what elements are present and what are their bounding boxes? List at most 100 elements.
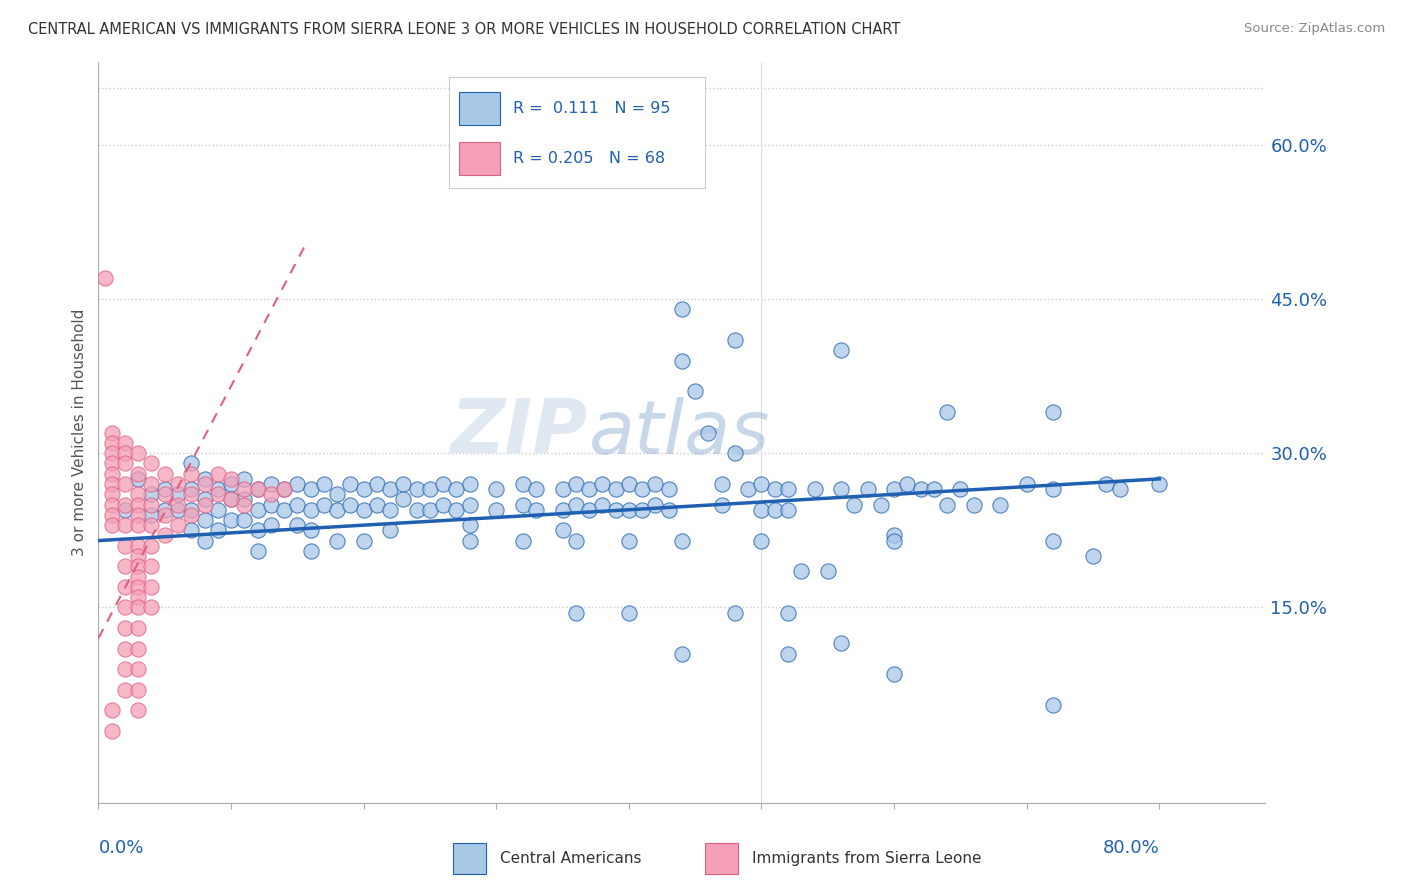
Point xyxy=(127,580,149,594)
Point xyxy=(617,606,640,620)
Point xyxy=(100,446,122,460)
Point xyxy=(551,502,574,516)
Point xyxy=(127,590,149,604)
Point xyxy=(1081,549,1104,563)
Point xyxy=(233,472,256,486)
Point xyxy=(883,533,905,548)
Point xyxy=(114,539,136,553)
Point xyxy=(114,457,136,471)
Point xyxy=(207,502,229,516)
Point xyxy=(405,482,427,496)
Point xyxy=(644,477,666,491)
Point xyxy=(776,606,799,620)
Point xyxy=(312,477,335,491)
Point xyxy=(578,482,600,496)
Point xyxy=(1149,477,1171,491)
Point xyxy=(1015,477,1038,491)
Point xyxy=(100,477,122,491)
Point xyxy=(193,498,215,512)
Point xyxy=(285,518,308,533)
Point xyxy=(207,482,229,496)
Point xyxy=(830,636,852,650)
Point xyxy=(114,518,136,533)
Point xyxy=(803,482,825,496)
Point xyxy=(458,518,481,533)
Point xyxy=(153,467,176,481)
Point xyxy=(658,502,681,516)
Point xyxy=(246,482,269,496)
Point xyxy=(127,518,149,533)
Point xyxy=(366,498,388,512)
Point xyxy=(776,482,799,496)
Point xyxy=(141,539,163,553)
Point xyxy=(100,436,122,450)
Point xyxy=(605,502,627,516)
Point xyxy=(883,482,905,496)
Point xyxy=(1042,533,1064,548)
Point xyxy=(114,641,136,656)
Point xyxy=(366,477,388,491)
Point xyxy=(617,502,640,516)
Point xyxy=(273,502,295,516)
Point xyxy=(380,524,402,538)
Point xyxy=(167,502,190,516)
Point xyxy=(180,487,202,501)
Point xyxy=(114,498,136,512)
Point xyxy=(180,508,202,522)
Point xyxy=(1042,482,1064,496)
Point xyxy=(100,703,122,717)
Point xyxy=(127,600,149,615)
Point xyxy=(180,502,202,516)
Point xyxy=(141,580,163,594)
Point xyxy=(353,482,375,496)
Point xyxy=(141,498,163,512)
Point xyxy=(219,513,242,527)
Point xyxy=(763,502,786,516)
Point xyxy=(658,482,681,496)
Point xyxy=(591,498,613,512)
Point xyxy=(127,662,149,676)
Point xyxy=(193,492,215,507)
Point xyxy=(963,498,986,512)
Point xyxy=(141,600,163,615)
Point xyxy=(737,482,759,496)
Point xyxy=(524,482,547,496)
Point xyxy=(233,482,256,496)
Point xyxy=(485,482,508,496)
Point xyxy=(578,502,600,516)
Point xyxy=(524,502,547,516)
Point xyxy=(883,667,905,681)
Point xyxy=(246,544,269,558)
Point xyxy=(856,482,879,496)
Point xyxy=(936,498,959,512)
Point xyxy=(219,472,242,486)
Point xyxy=(167,487,190,501)
Point xyxy=(127,508,149,522)
Point xyxy=(724,333,747,347)
Point xyxy=(100,457,122,471)
Point xyxy=(114,559,136,574)
Point xyxy=(683,384,706,399)
Point xyxy=(153,528,176,542)
Point xyxy=(141,508,163,522)
Point xyxy=(724,606,747,620)
Point xyxy=(671,353,693,368)
Point xyxy=(141,457,163,471)
Point xyxy=(485,502,508,516)
Point xyxy=(671,647,693,661)
Point xyxy=(922,482,945,496)
Point xyxy=(207,487,229,501)
Point xyxy=(776,502,799,516)
Point xyxy=(631,482,654,496)
Point xyxy=(1042,698,1064,712)
Point xyxy=(830,482,852,496)
Point xyxy=(180,524,202,538)
Point xyxy=(551,482,574,496)
Point xyxy=(896,477,918,491)
Point xyxy=(127,539,149,553)
Point xyxy=(153,508,176,522)
Point xyxy=(100,518,122,533)
Point xyxy=(591,477,613,491)
Point xyxy=(193,472,215,486)
Point xyxy=(671,302,693,317)
